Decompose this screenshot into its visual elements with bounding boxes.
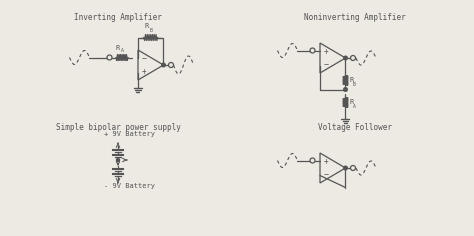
Text: + 9V Battery: + 9V Battery: [104, 131, 155, 137]
Text: A: A: [121, 49, 124, 54]
Text: Noninverting Amplifier: Noninverting Amplifier: [304, 13, 406, 22]
Text: R: R: [349, 100, 354, 105]
Circle shape: [344, 56, 347, 60]
Text: R: R: [145, 24, 149, 30]
Circle shape: [344, 88, 347, 91]
Text: - 9V Battery: - 9V Battery: [104, 183, 155, 189]
Text: A: A: [353, 104, 356, 109]
Text: −: −: [323, 170, 328, 179]
Text: +: +: [324, 157, 328, 166]
Text: Voltage Follower: Voltage Follower: [318, 123, 392, 132]
Text: −: −: [142, 54, 146, 63]
Text: +: +: [142, 67, 146, 76]
Text: +: +: [324, 47, 328, 56]
Text: Inverting Amplifier: Inverting Amplifier: [74, 13, 162, 22]
Text: R: R: [349, 77, 354, 84]
Text: B: B: [150, 28, 153, 33]
Text: B: B: [353, 81, 356, 87]
Text: −: −: [323, 60, 328, 69]
Circle shape: [344, 166, 347, 170]
Circle shape: [162, 63, 165, 67]
Circle shape: [117, 159, 119, 161]
Text: R: R: [116, 45, 120, 51]
Text: Simple bipolar power supply: Simple bipolar power supply: [55, 123, 181, 132]
